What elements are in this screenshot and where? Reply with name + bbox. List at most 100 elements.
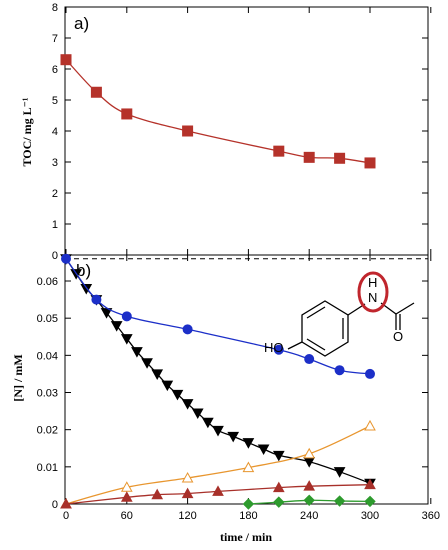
panel-a: a) TOC/ mg L⁻¹ 0 1 2 3 4 5 6 7 8 xyxy=(20,2,432,262)
x-tick-label: 0 xyxy=(63,510,69,522)
molecule-h-label: H xyxy=(368,275,377,290)
data-point-b-1 xyxy=(182,324,193,335)
data-point-b-3 xyxy=(364,478,376,490)
data-point-b-0 xyxy=(212,425,224,437)
panel-a-y-axis-title: TOC/ mg L⁻¹ xyxy=(20,97,34,166)
series-line-a-0 xyxy=(65,59,371,164)
x-tick-label: 60 xyxy=(121,510,133,522)
methyl-bond xyxy=(395,302,415,315)
y-tick-label: 0.01 xyxy=(37,462,58,474)
data-point-a-0 xyxy=(182,125,194,137)
panel-b-x-axis-title: time / min xyxy=(220,530,272,544)
data-point-b-1 xyxy=(91,294,102,305)
x-tick-label: 120 xyxy=(178,510,196,522)
data-point-a-0 xyxy=(121,108,133,120)
y-tick-label: 6 xyxy=(52,64,58,76)
data-point-b-0 xyxy=(161,380,174,392)
y-tick-label: 4 xyxy=(52,126,58,138)
data-point-b-4 xyxy=(333,495,346,507)
data-point-b-1 xyxy=(334,365,345,376)
data-point-a-0 xyxy=(273,145,285,157)
data-point-b-0 xyxy=(227,431,240,443)
data-point-b-0 xyxy=(257,444,270,456)
data-point-b-1 xyxy=(365,368,375,379)
data-point-b-3 xyxy=(60,497,72,509)
data-point-b-4 xyxy=(242,498,255,510)
x-tick-label: 300 xyxy=(361,510,379,522)
data-point-b-0 xyxy=(80,283,93,295)
panel-b: b) [N] / mM time / min 0 0.01 0.02 0.03 0.04… xyxy=(11,253,440,544)
series-line-b-1 xyxy=(65,258,371,375)
data-point-b-3 xyxy=(212,485,224,496)
y-tick-label: 0.03 xyxy=(37,388,58,400)
molecule-ho-label: HO xyxy=(264,340,284,355)
x-tick-label: 180 xyxy=(239,510,257,522)
data-point-b-2 xyxy=(242,461,255,473)
panel-b-x-ticks: 0 60 120 180 240 300 360 xyxy=(63,255,440,522)
y-tick-label: 5 xyxy=(52,95,58,107)
panel-a-y-ticks: 0 1 2 3 4 5 6 7 8 xyxy=(52,2,428,262)
data-point-b-0 xyxy=(171,389,184,401)
panel-b-y-ticks: 0 0.01 0.02 0.03 0.04 0.05 0.06 xyxy=(37,276,428,511)
molecule-n-label: N xyxy=(368,290,377,305)
data-point-b-2 xyxy=(303,447,316,459)
panel-b-series xyxy=(60,253,376,510)
data-point-b-0 xyxy=(181,399,194,410)
data-point-b-0 xyxy=(272,450,285,462)
y-tick-label: 0.05 xyxy=(37,313,58,325)
paracetamol-structure xyxy=(287,271,415,357)
y-tick-label: 8 xyxy=(52,2,58,14)
y-tick-label: 0 xyxy=(52,499,58,511)
benzene-ring xyxy=(301,300,349,357)
data-point-a-0 xyxy=(364,157,376,169)
nh-highlight-circle xyxy=(357,271,389,313)
data-point-b-0 xyxy=(202,417,214,429)
x-tick-label: 360 xyxy=(422,510,440,522)
data-point-a-0 xyxy=(334,152,346,164)
data-point-b-0 xyxy=(110,321,123,332)
panel-a-x-ticks xyxy=(65,7,432,255)
data-point-a-0 xyxy=(90,86,102,98)
data-point-b-2 xyxy=(181,471,194,483)
data-point-b-0 xyxy=(141,358,153,369)
data-point-b-4 xyxy=(273,496,285,508)
data-point-b-2 xyxy=(364,419,376,431)
y-tick-label: 0.06 xyxy=(37,276,58,288)
data-point-b-0 xyxy=(191,408,204,419)
data-point-a-0 xyxy=(60,54,72,66)
panel-a-series xyxy=(60,54,376,169)
data-point-b-4 xyxy=(364,495,376,508)
series-line-b-2 xyxy=(65,425,371,505)
data-point-b-4 xyxy=(303,494,315,506)
data-point-b-1 xyxy=(304,354,315,365)
data-point-b-1 xyxy=(273,344,284,355)
data-point-b-3 xyxy=(272,481,285,493)
y-tick-label: 3 xyxy=(52,157,58,169)
data-point-b-3 xyxy=(120,491,133,502)
y-tick-label: 0.04 xyxy=(37,350,58,362)
data-point-b-0 xyxy=(131,347,143,358)
y-tick-label: 1 xyxy=(52,219,58,231)
y-tick-label: 2 xyxy=(52,188,58,200)
data-point-b-2 xyxy=(120,481,133,492)
data-point-b-0 xyxy=(120,334,133,345)
panel-b-y-axis-title: [N] / mM xyxy=(11,354,25,401)
data-point-b-0 xyxy=(151,369,164,380)
panel-b-label: b) xyxy=(76,261,91,280)
data-point-b-3 xyxy=(151,488,164,500)
data-point-a-0 xyxy=(303,151,315,163)
y-tick-label: 7 xyxy=(52,33,58,45)
ring-double-bond-3 xyxy=(306,338,326,351)
ho-bond xyxy=(287,341,303,350)
panel-a-label: a) xyxy=(74,14,89,33)
data-point-b-1 xyxy=(61,253,71,264)
data-point-b-3 xyxy=(181,487,194,499)
data-point-b-1 xyxy=(121,311,132,322)
panel-a-frame xyxy=(64,6,429,256)
ring-double-bond-1 xyxy=(306,306,326,319)
x-tick-label: 240 xyxy=(300,510,318,522)
data-point-b-0 xyxy=(242,438,255,449)
series-line-b-0 xyxy=(65,258,371,484)
